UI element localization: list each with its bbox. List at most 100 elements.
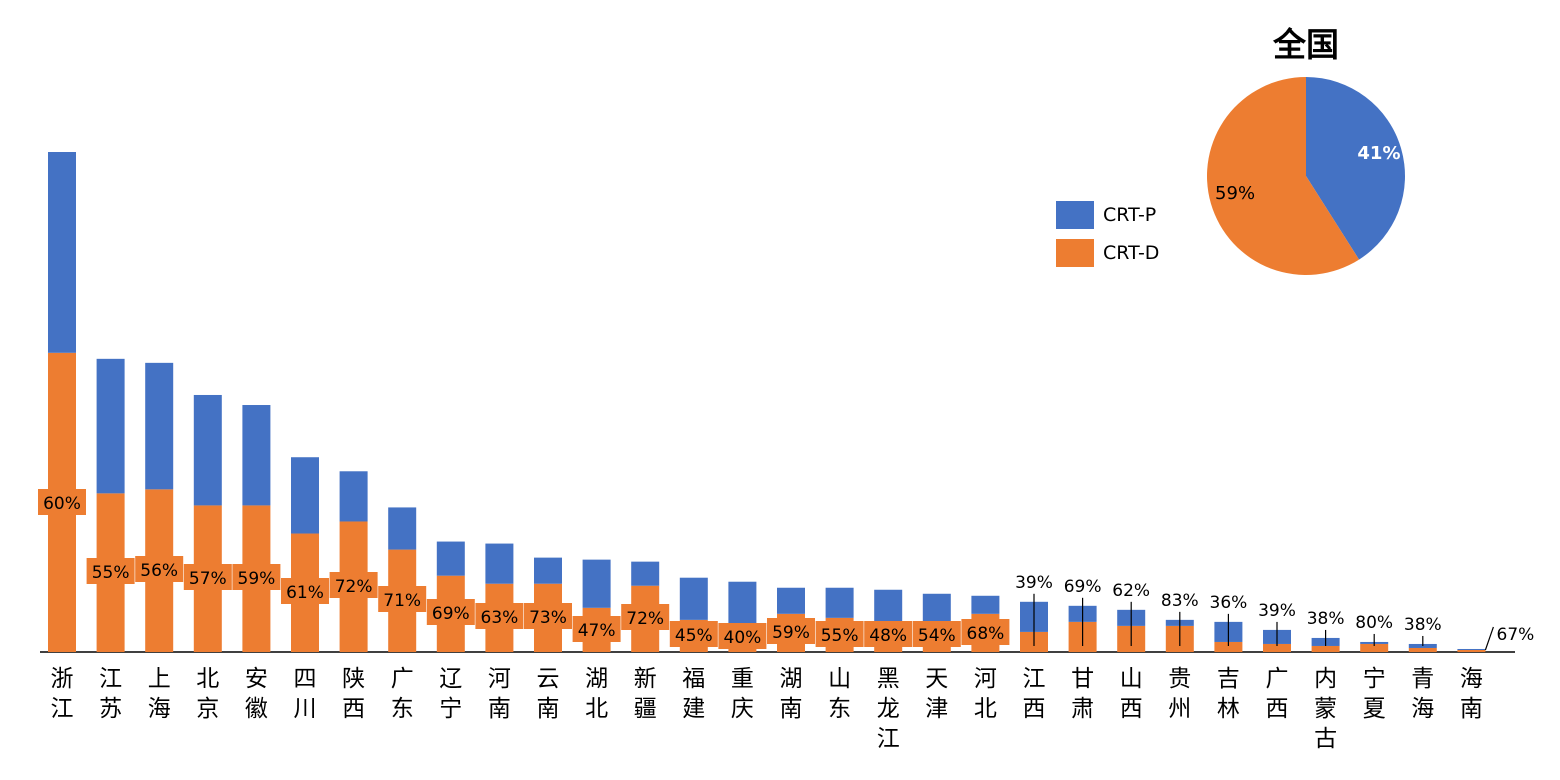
pie-slice-crt-p [1306, 77, 1405, 260]
category-label: 湖南 [780, 666, 803, 722]
bar-crt-p [631, 561, 660, 586]
bar-crt-p [291, 457, 319, 534]
data-label: 38% [1307, 609, 1345, 629]
category-label: 安徽 [245, 666, 268, 722]
data-label: 39% [1015, 573, 1053, 593]
legend-label-crt-p: CRT-P [1103, 204, 1157, 226]
category-label: 湖北 [585, 666, 608, 722]
data-label-box [718, 623, 767, 649]
data-label-box [912, 621, 961, 647]
data-label-box [669, 621, 718, 647]
category-label: 广西 [1266, 666, 1289, 722]
data-label-box [329, 572, 378, 598]
data-label: 45% [675, 626, 713, 646]
leader-line [1484, 626, 1494, 651]
category-label: 江苏 [99, 666, 122, 722]
data-label-box [135, 556, 184, 582]
category-label: 河北 [974, 666, 997, 722]
data-label: 68% [967, 624, 1005, 644]
data-label-box [475, 603, 524, 629]
category-label: 广东 [391, 666, 414, 722]
category-label: 山西 [1120, 666, 1143, 722]
data-label-box [183, 564, 232, 590]
data-label-box [815, 621, 864, 647]
data-label-box [767, 618, 815, 644]
data-label-box [864, 621, 913, 647]
bar-crt-p [777, 587, 805, 614]
data-label-box [86, 558, 135, 584]
category-label: 贵州 [1168, 666, 1191, 722]
data-label-box [232, 564, 281, 590]
data-label: 67% [1497, 625, 1535, 645]
category-label: 海南 [1460, 666, 1483, 722]
bar-crt-p [96, 358, 125, 494]
data-label: 55% [821, 626, 859, 646]
category-label: 河南 [488, 666, 511, 722]
data-label: 63% [481, 608, 519, 628]
legend: CRT-P CRT-D [1056, 196, 1159, 272]
data-label: 60% [43, 494, 81, 514]
data-label: 36% [1210, 593, 1248, 613]
bar-crt-p [193, 394, 222, 506]
bar-crt-p [145, 362, 174, 490]
category-label: 山东 [828, 666, 851, 722]
data-label-box [524, 603, 572, 629]
category-label: 重庆 [731, 666, 754, 722]
data-label: 72% [335, 577, 373, 597]
pie-slice-label: 59% [1215, 183, 1255, 204]
category-label: 新疆 [634, 666, 657, 722]
bar-crt-p [48, 152, 76, 353]
pie-slice-label: 41% [1357, 143, 1400, 164]
bar-crt-p [485, 543, 514, 584]
data-label: 62% [1112, 581, 1150, 601]
legend-label-crt-d: CRT-D [1103, 242, 1160, 264]
bar-crt-p [339, 471, 368, 522]
data-label-box [621, 604, 670, 630]
legend-item-crt-p: CRT-P [1056, 196, 1159, 234]
data-label: 39% [1258, 601, 1296, 621]
bar-crt-p [679, 577, 708, 620]
data-label-box [961, 619, 1010, 645]
data-label: 56% [140, 561, 178, 581]
data-label: 61% [286, 583, 324, 603]
legend-swatch-crt-d [1056, 239, 1094, 267]
pie-chart: 41% 59% [1207, 77, 1405, 275]
bar-crt-d [1408, 647, 1437, 652]
data-label-box [572, 616, 621, 642]
data-label: 38% [1404, 615, 1442, 635]
category-label: 青海 [1411, 666, 1434, 722]
data-label: 54% [918, 626, 956, 646]
category-label: 上海 [148, 666, 171, 722]
category-label: 云南 [537, 666, 560, 722]
category-label: 甘肃 [1071, 666, 1094, 722]
category-label: 黑龙江 [877, 666, 900, 752]
bar-crt-p [1457, 648, 1486, 650]
bar-crt-d [1214, 641, 1243, 652]
data-label: 59% [772, 623, 810, 643]
bar-crt-p [388, 507, 417, 550]
category-label: 福建 [682, 666, 705, 722]
bar-crt-p [922, 593, 951, 622]
category-label: 内蒙古 [1314, 666, 1337, 752]
bar-crt-d [1263, 643, 1291, 652]
data-label-box [281, 578, 329, 604]
data-label: 47% [578, 621, 616, 641]
bar-crt-p [874, 589, 903, 622]
data-label: 73% [529, 608, 567, 628]
bar-crt-p [728, 581, 757, 624]
category-label: 四川 [294, 666, 317, 722]
category-label: 浙江 [51, 666, 74, 722]
data-label: 69% [1064, 577, 1102, 597]
data-label-box [378, 586, 427, 612]
data-label: 59% [238, 569, 276, 589]
bar-crt-p [825, 587, 854, 618]
data-label: 72% [626, 609, 664, 629]
bar-crt-p [971, 595, 1000, 614]
category-label: 天津 [925, 666, 948, 722]
bar-crt-p [582, 559, 611, 608]
data-label: 48% [869, 626, 907, 646]
data-label-box [38, 489, 86, 515]
data-label: 69% [432, 604, 470, 624]
